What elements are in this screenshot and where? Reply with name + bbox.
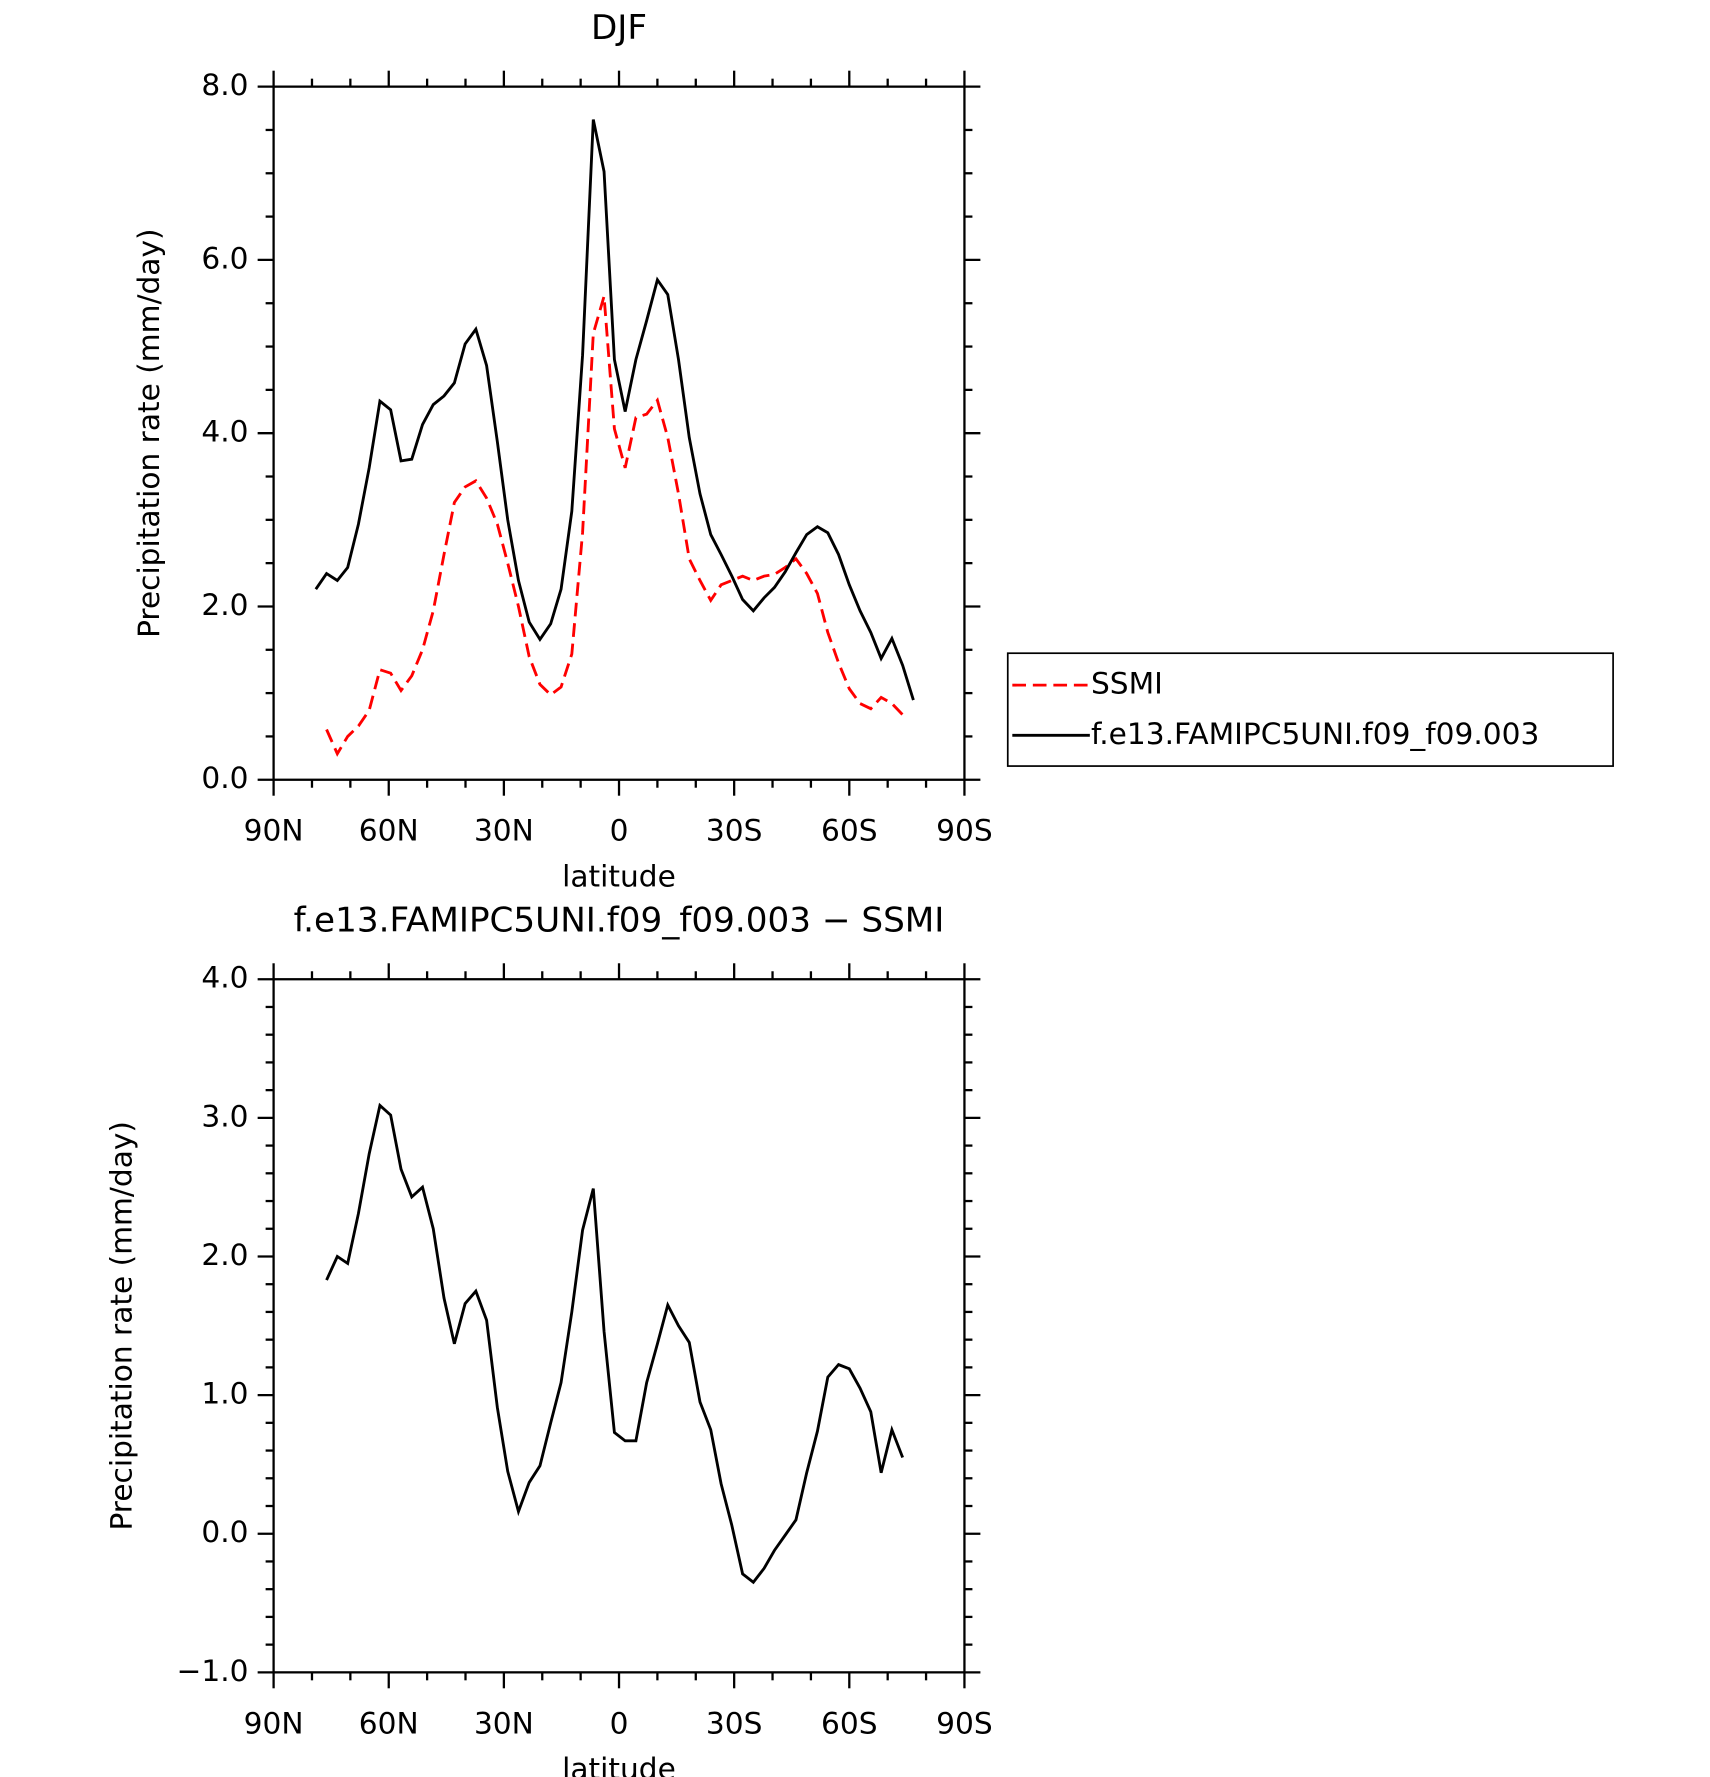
x-tick-label: 30N bbox=[474, 1705, 534, 1740]
plot-frame bbox=[272, 978, 966, 1674]
y-tick-label: 2.0 bbox=[201, 587, 248, 622]
data-line bbox=[314, 119, 915, 701]
x-axis-label: latitude bbox=[562, 1751, 676, 1777]
y-tick-label: −1.0 bbox=[177, 1653, 249, 1688]
y-tick-label: 0.0 bbox=[201, 760, 248, 795]
x-tick-label: 0 bbox=[610, 1705, 629, 1740]
x-tick-label: 30N bbox=[474, 813, 534, 848]
chart-title: DJF bbox=[591, 8, 647, 48]
legend-label: f.e13.FAMIPC5UNI.f09_f09.003 bbox=[1091, 716, 1539, 751]
x-tick-label: 90S bbox=[936, 1705, 993, 1740]
x-tick-label: 90S bbox=[936, 813, 993, 848]
x-tick-label: 90N bbox=[244, 1705, 304, 1740]
x-tick-label: 60S bbox=[821, 813, 878, 848]
chart-title: f.e13.FAMIPC5UNI.f09_f09.003 − SSMI bbox=[294, 901, 945, 941]
y-axis-label: Precipitation rate (mm/day) bbox=[104, 1121, 139, 1530]
y-axis-label: Precipitation rate (mm/day) bbox=[131, 228, 166, 637]
x-tick-label: 60S bbox=[821, 1705, 878, 1740]
data-line bbox=[325, 1102, 904, 1585]
x-tick-label: 90N bbox=[244, 813, 304, 848]
x-tick-label: 60N bbox=[359, 813, 419, 848]
y-tick-label: 8.0 bbox=[201, 67, 248, 102]
y-tick-label: 0.0 bbox=[201, 1514, 248, 1549]
x-tick-label: 0 bbox=[610, 813, 629, 848]
y-tick-label: 6.0 bbox=[201, 240, 248, 275]
y-tick-label: 3.0 bbox=[201, 1098, 248, 1133]
x-axis-label: latitude bbox=[562, 858, 676, 893]
x-tick-label: 60N bbox=[359, 1705, 419, 1740]
legend-label: SSMI bbox=[1091, 666, 1163, 701]
data-line bbox=[325, 295, 904, 757]
legend-box bbox=[1006, 652, 1614, 767]
y-tick-label: 4.0 bbox=[201, 960, 248, 995]
x-tick-label: 30S bbox=[706, 813, 763, 848]
y-tick-label: 1.0 bbox=[201, 1376, 248, 1411]
y-tick-label: 2.0 bbox=[201, 1237, 248, 1272]
x-tick-label: 30S bbox=[706, 1705, 763, 1740]
y-tick-label: 4.0 bbox=[201, 414, 248, 449]
